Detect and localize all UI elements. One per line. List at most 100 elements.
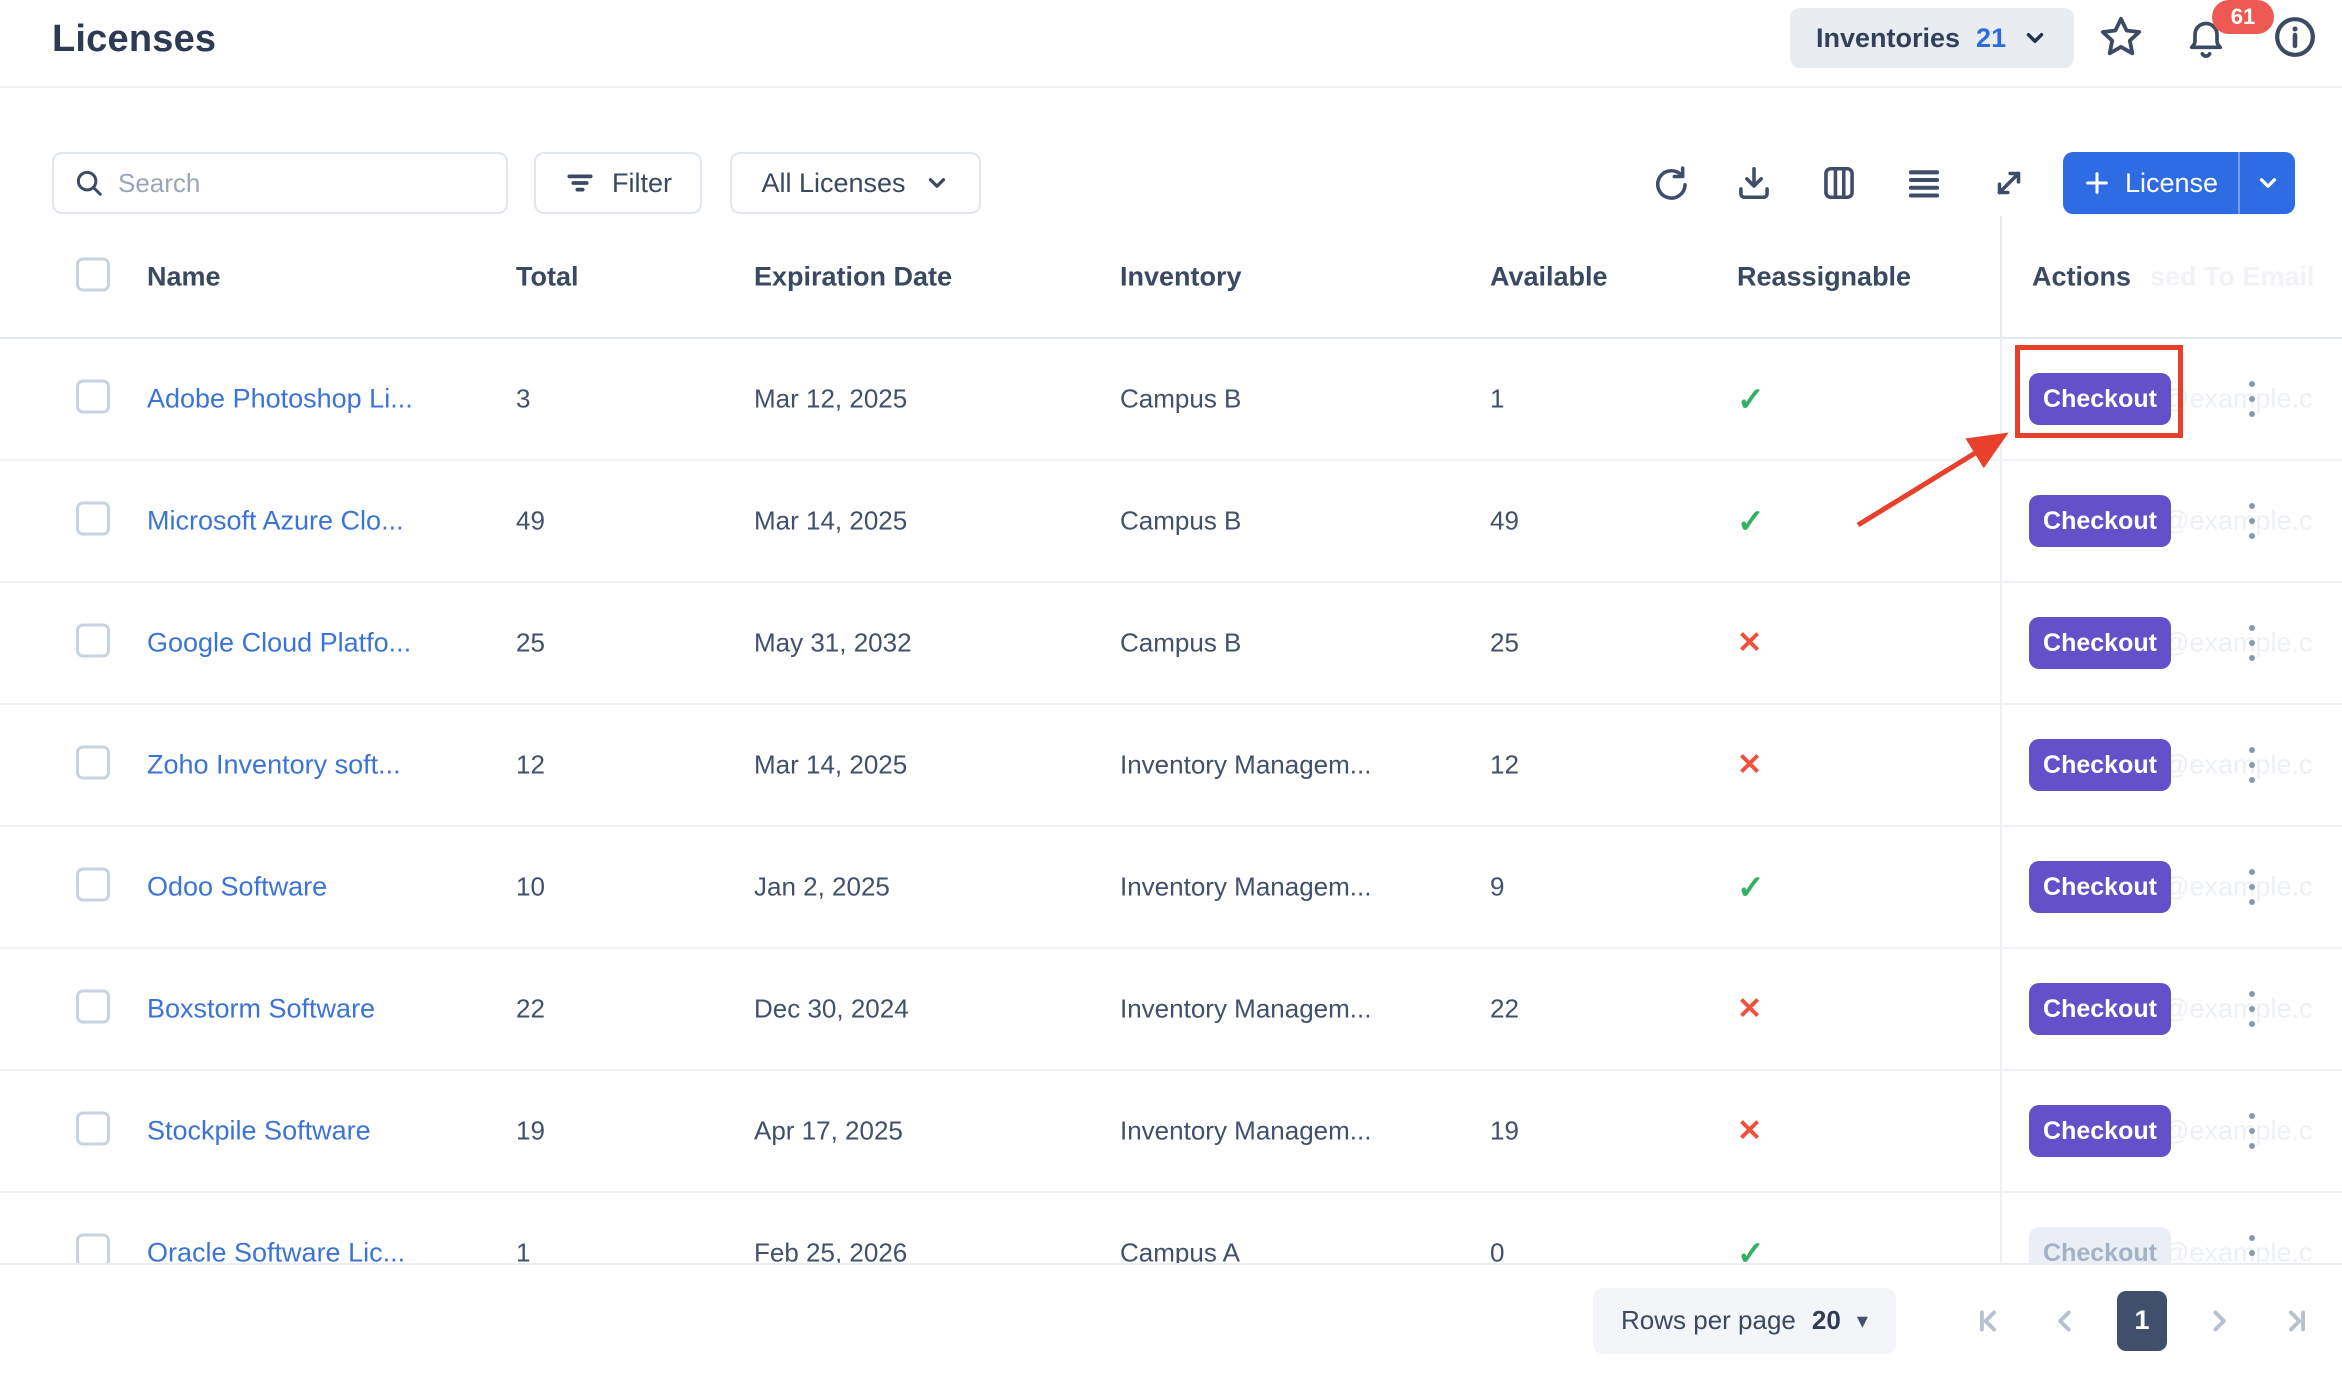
license-name-link[interactable]: Microsoft Azure Clo... [147,505,404,536]
rows-per-page-dropdown[interactable]: Rows per page 20 ▾ [1593,1287,1896,1354]
pagination-first-button[interactable] [1971,1304,2005,1338]
row-checkbox[interactable] [76,501,110,536]
add-license-button[interactable]: License [2063,152,2238,214]
search-input[interactable] [118,167,486,199]
add-license-menu-button[interactable] [2238,152,2295,214]
kebab-menu-icon[interactable] [2243,1229,2261,1263]
expiration-cell: Apr 17, 2025 [754,1115,903,1146]
refresh-button[interactable] [1647,161,1691,205]
checkout-button[interactable]: Checkout [2029,495,2171,547]
license-name-link[interactable]: Zoho Inventory soft... [147,749,401,780]
checkout-button[interactable]: Checkout [2029,983,2171,1035]
row-checkbox[interactable] [76,745,110,780]
kebab-menu-icon[interactable] [2243,497,2261,545]
last-page-icon [2280,1304,2314,1338]
reassignable-no-icon: ✕ [1737,992,1763,1026]
row-checkbox[interactable] [76,379,110,414]
column-header-inventory[interactable]: Inventory [1120,261,1242,291]
caret-down-icon: ▾ [1856,1307,1868,1333]
inventory-cell: Inventory Managem... [1120,993,1372,1024]
chevron-down-icon [2255,170,2281,196]
checkout-button[interactable]: Checkout [2029,617,2171,669]
actions-cell: e@example.c Checkout [2000,949,2342,1069]
license-name-link[interactable]: Google Cloud Platfo... [147,627,412,658]
kebab-menu-icon[interactable] [2243,375,2261,423]
search-box [52,152,508,214]
scope-label: All Licenses [761,167,906,198]
column-header-expiration[interactable]: Expiration Date [754,261,953,291]
export-button[interactable] [1732,161,1776,205]
kebab-menu-icon[interactable] [2243,741,2261,789]
reassignable-no-icon: ✕ [1737,626,1763,660]
total-cell: 1 [516,1237,531,1264]
download-icon [1735,164,1773,202]
license-name-link[interactable]: Boxstorm Software [147,993,376,1024]
table-row: Adobe Photoshop Li... 3 Mar 12, 2025 Cam… [0,339,2342,461]
reassignable-no-icon: ✕ [1737,748,1763,782]
table-row: Stockpile Software 19 Apr 17, 2025 Inven… [0,1071,2342,1193]
license-name-link[interactable]: Stockpile Software [147,1115,371,1146]
checkout-button[interactable]: Checkout [2029,739,2171,791]
checkout-button[interactable]: Checkout [2029,1105,2171,1157]
notification-badge: 61 [2212,0,2274,34]
inventory-cell: Inventory Managem... [1120,1115,1372,1146]
table-row: Oracle Software Lic... 1 Feb 25, 2026 Ca… [0,1193,2342,1263]
row-checkbox[interactable] [76,867,110,902]
inventories-dropdown[interactable]: Inventories 21 [1790,8,2075,68]
star-icon [2098,14,2144,60]
fullscreen-button[interactable] [1987,161,2031,205]
table-header: Name Total Expiration Date Inventory Ava… [0,216,2342,339]
column-header-actions: Actions [2032,261,2132,291]
pagination-next-button[interactable] [2202,1304,2236,1338]
faded-licensed-to-email: e@example.c [2147,1115,2313,1146]
page-title: Licenses [52,18,217,60]
kebab-menu-icon[interactable] [2243,619,2261,667]
pagination-current-page[interactable]: 1 [2117,1290,2167,1351]
column-header-reassignable[interactable]: Reassignable [1737,261,1912,291]
total-cell: 12 [516,749,545,780]
filter-button[interactable]: Filter [534,152,702,214]
rows-per-page-label: Rows per page [1621,1305,1796,1335]
checkout-button[interactable]: Checkout [2029,861,2171,913]
license-name-link[interactable]: Oracle Software Lic... [147,1237,406,1264]
select-all-checkbox[interactable] [76,257,110,291]
available-cell: 22 [1490,993,1519,1024]
help-button[interactable] [2272,14,2318,60]
license-scope-dropdown[interactable]: All Licenses [730,152,981,214]
available-cell: 12 [1490,749,1519,780]
available-cell: 9 [1490,871,1505,902]
row-checkbox[interactable] [76,1233,110,1263]
column-header-available[interactable]: Available [1490,261,1608,291]
faded-licensed-to-email: e@example.c [2147,749,2313,780]
expiration-cell: Mar 14, 2025 [754,749,908,780]
row-checkbox[interactable] [76,1111,110,1146]
total-cell: 10 [516,871,545,902]
chevron-down-icon [924,170,950,196]
column-header-total[interactable]: Total [516,261,579,291]
notifications-button[interactable] [2184,18,2228,62]
kebab-menu-icon[interactable] [2243,1107,2261,1155]
total-cell: 49 [516,505,545,536]
checkout-button[interactable]: Checkout [2029,1227,2171,1263]
kebab-menu-icon[interactable] [2243,863,2261,911]
kebab-menu-icon[interactable] [2243,985,2261,1033]
expiration-cell: Mar 14, 2025 [754,505,908,536]
license-name-link[interactable]: Adobe Photoshop Li... [147,383,413,414]
license-name-link[interactable]: Odoo Software [147,871,328,902]
column-header-name[interactable]: Name [147,261,221,291]
row-checkbox[interactable] [76,623,110,658]
checkout-button[interactable]: Checkout [2029,373,2171,425]
bell-icon [2184,18,2228,62]
reassignable-yes-icon: ✓ [1737,502,1765,540]
pagination-prev-button[interactable] [2048,1304,2082,1338]
reassignable-yes-icon: ✓ [1737,868,1765,906]
row-density-button[interactable] [1902,161,1946,205]
expiration-cell: Feb 25, 2026 [754,1237,908,1264]
plus-icon [2083,169,2111,197]
refresh-icon [1650,164,1688,202]
manage-columns-button[interactable] [1817,161,1861,205]
faded-licensed-to-email: e@example.c [2147,871,2313,902]
pagination-last-button[interactable] [2280,1304,2314,1338]
row-checkbox[interactable] [76,989,110,1024]
favorite-button[interactable] [2098,14,2144,60]
